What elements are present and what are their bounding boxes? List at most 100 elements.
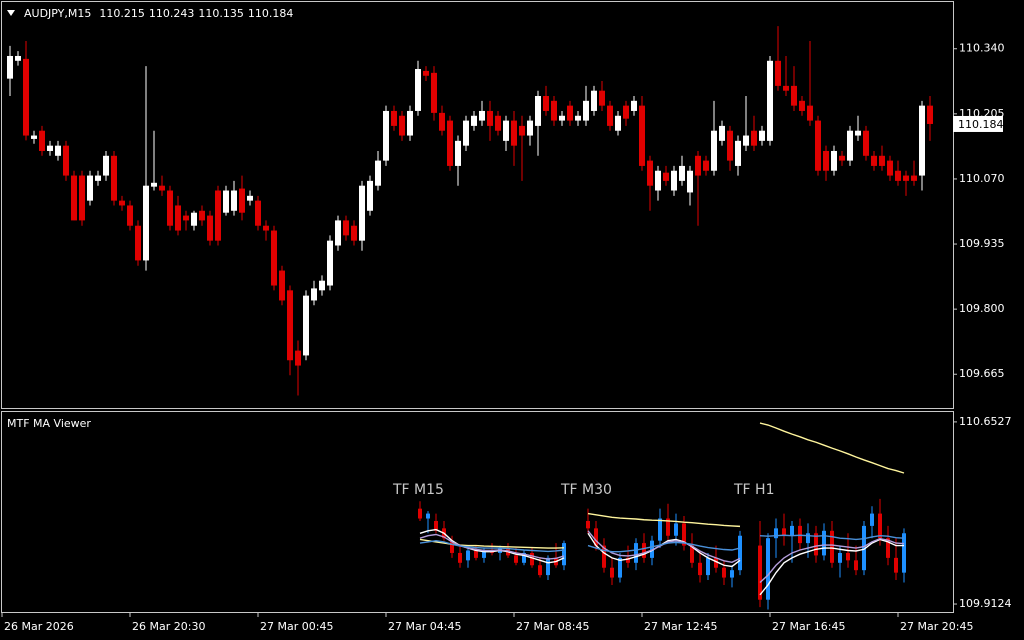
ma-line: [587, 512, 741, 528]
candle-body: [722, 567, 726, 578]
ma-line: [587, 541, 741, 553]
candle-body: [47, 145, 53, 151]
candle-body: [223, 190, 229, 213]
candle-body: [119, 200, 125, 206]
y-tick-label: 109.665: [959, 367, 1005, 380]
candle-body: [862, 525, 866, 571]
candle-body: [870, 513, 874, 526]
y-tick-label: 109.800: [959, 302, 1005, 315]
candle-body: [586, 520, 590, 529]
x-tick-label: 27 Mar 00:45: [260, 620, 333, 633]
candle-body: [111, 155, 117, 201]
candle-body: [199, 210, 205, 221]
candle-body: [239, 188, 245, 213]
candle-body: [418, 508, 422, 519]
candle-body: [671, 170, 677, 191]
y-tick-label: 110.070: [959, 172, 1005, 185]
candle-body: [714, 557, 718, 568]
candle-body: [167, 190, 173, 226]
candle-body: [63, 145, 69, 176]
candle-body: [431, 72, 437, 113]
candle-body: [466, 550, 470, 561]
indicator-chart: MTF MA Viewer 110.6527 109.9124 TF M15 TF M3…: [7, 415, 1012, 610]
candle-body: [886, 538, 890, 558]
candle-body: [791, 85, 797, 106]
ma-line: [419, 539, 565, 553]
candle-body: [822, 530, 826, 556]
candle-body: [255, 200, 261, 226]
candle-body: [559, 115, 565, 121]
candle-body: [471, 115, 477, 126]
candle-body: [399, 115, 405, 136]
candle-body: [727, 130, 733, 161]
candle-body: [846, 552, 850, 561]
candle-body: [127, 205, 133, 226]
x-tick-label: 27 Mar 08:45: [516, 620, 589, 633]
candle-body: [527, 120, 533, 136]
candle-body: [634, 543, 638, 563]
x-tick-label: 26 Mar 2026: [4, 620, 74, 633]
ma-line: [419, 533, 565, 560]
candle-body: [847, 130, 853, 161]
candle-body: [303, 295, 309, 356]
candle-body: [751, 130, 757, 146]
candle-body: [631, 100, 637, 111]
ma-line: [587, 532, 741, 568]
candle-body: [426, 513, 430, 519]
y-tick-label: 110.6527: [959, 415, 1012, 428]
dropdown-icon[interactable]: [7, 10, 15, 16]
candle-body: [887, 160, 893, 176]
candle-body: [455, 140, 461, 166]
x-tick-label: 27 Mar 04:45: [388, 620, 461, 633]
candle-body: [295, 350, 301, 366]
candle-body: [39, 130, 45, 151]
candle-body: [495, 115, 501, 131]
candle-body: [706, 557, 710, 576]
candle-body: [551, 100, 557, 121]
candle-body: [367, 180, 373, 211]
candle-body: [626, 557, 630, 563]
candle-body: [543, 95, 549, 111]
candle-body: [767, 60, 773, 141]
candle-body: [535, 95, 541, 126]
candle-body: [271, 230, 277, 286]
ma-line: [419, 538, 565, 549]
candle-body: [439, 112, 445, 131]
candle-body: [562, 543, 566, 566]
candle-body: [447, 120, 453, 166]
candle-body: [623, 105, 629, 119]
candle-body: [703, 160, 709, 171]
candle-body: [591, 90, 597, 111]
candle-body: [690, 545, 694, 563]
candle-body: [610, 567, 614, 578]
candle-body: [855, 130, 861, 136]
main-chart: AUDJPY,M15 110.215 110.243 110.135 110.184 11…: [1, 7, 1005, 633]
candle-body: [730, 570, 734, 578]
candle-body: [647, 160, 653, 186]
candle-body: [522, 552, 526, 563]
candle-body: [743, 135, 749, 146]
candle-body: [215, 190, 221, 241]
candle-body: [458, 552, 462, 563]
candle-body: [607, 105, 613, 126]
candle-body: [839, 155, 845, 161]
candle-body: [895, 170, 901, 181]
candle-body: [618, 557, 622, 578]
candle-body: [830, 530, 834, 563]
timeframe-label: TF M15: [392, 482, 444, 498]
candle-body: [319, 280, 325, 291]
y-tick-label: 109.935: [959, 237, 1005, 250]
candle-body: [735, 140, 741, 166]
candle-body: [599, 90, 605, 106]
candle-body: [711, 130, 717, 171]
candle-body: [375, 160, 381, 186]
candle-body: [530, 552, 534, 566]
candle-body: [879, 155, 885, 166]
candle-body: [903, 175, 909, 181]
candle-body: [863, 130, 869, 156]
candle-body: [55, 145, 61, 156]
candle-body: [583, 100, 589, 121]
candle-body: [878, 513, 882, 539]
candle-body: [247, 195, 253, 201]
